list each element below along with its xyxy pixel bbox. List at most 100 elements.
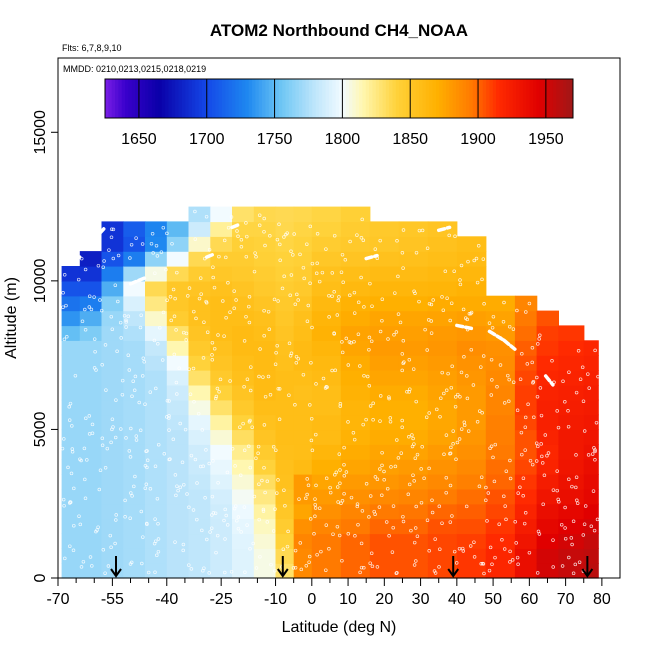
sample-point <box>207 247 212 252</box>
heatmap-cell <box>253 414 277 431</box>
sample-point <box>262 229 266 234</box>
heatmap-cell <box>427 340 458 356</box>
heatmap-cell <box>79 548 103 564</box>
sample-point <box>67 405 71 409</box>
sample-point <box>335 313 340 317</box>
heatmap-cell <box>210 355 233 371</box>
sample-point <box>275 237 280 242</box>
heatmap-cell <box>456 444 487 460</box>
sample-point <box>328 485 332 490</box>
sample-point <box>109 227 114 231</box>
sample-point <box>401 228 406 232</box>
sample-point <box>527 301 532 306</box>
sample-point <box>242 384 246 389</box>
sample-point <box>567 555 571 560</box>
sample-point <box>439 396 443 401</box>
colorbar-swatch <box>385 79 390 118</box>
sample-point <box>458 282 463 287</box>
heatmap-cell <box>188 295 211 312</box>
sample-point <box>250 425 254 429</box>
sample-point <box>530 360 534 365</box>
sample-point <box>462 355 466 359</box>
heatmap-cell <box>232 355 255 371</box>
sample-point <box>344 470 349 474</box>
heatmap-cell <box>188 325 211 341</box>
heatmap-cell <box>398 459 429 475</box>
sample-point <box>508 549 512 554</box>
sample-point <box>314 483 318 488</box>
sample-point <box>550 359 554 363</box>
sample-point <box>204 300 209 305</box>
heatmap-cell <box>61 503 81 520</box>
sample-point <box>567 370 571 374</box>
sample-point <box>134 236 138 240</box>
heatmap-cell <box>558 370 585 386</box>
sample-point <box>306 303 311 308</box>
sample-point <box>563 400 567 404</box>
sample-point <box>223 507 227 512</box>
sample-point <box>336 298 340 303</box>
heatmap-cell <box>210 548 233 564</box>
heatmap-cell <box>61 280 81 297</box>
colorbar-swatch <box>138 79 143 118</box>
heatmap <box>61 206 599 579</box>
arrow-head <box>447 568 460 578</box>
heatmap-cell <box>583 370 599 386</box>
sample-point <box>523 448 527 452</box>
heatmap-cell <box>485 563 516 579</box>
heatmap-cell <box>583 384 599 401</box>
sample-point <box>586 453 591 457</box>
sample-point <box>247 295 252 299</box>
sample-point <box>89 307 94 312</box>
x-axis: -70 -55 -40 -25 -10 0 10 20 30 40 50 60 70 80 <box>46 577 620 608</box>
sample-point <box>582 522 587 526</box>
sample-point <box>352 311 357 315</box>
heatmap-cell <box>293 444 313 460</box>
sample-point <box>408 387 412 391</box>
sample-point <box>156 521 160 526</box>
sample-point <box>69 471 74 476</box>
sample-point <box>417 228 422 233</box>
heatmap-cell <box>232 488 255 505</box>
heatmap-cell <box>61 563 81 579</box>
sample-point <box>557 499 561 504</box>
sample-point <box>487 321 492 325</box>
sample-point <box>149 241 154 246</box>
sample-point <box>563 526 567 530</box>
sample-point <box>317 279 322 284</box>
x-tick-label: 50 <box>484 591 502 608</box>
heatmap-cell <box>123 533 146 549</box>
heatmap-cell <box>514 340 538 356</box>
heatmap-cell <box>145 221 168 237</box>
sample-point <box>294 354 299 359</box>
sample-point <box>185 492 189 496</box>
heatmap-cell <box>485 355 516 371</box>
sample-point <box>411 436 415 441</box>
sample-point <box>526 402 530 407</box>
heatmap-cell <box>79 340 103 356</box>
sample-point <box>187 505 191 510</box>
sample-point <box>371 418 375 422</box>
heatmap-cell <box>340 280 371 297</box>
heatmap-cell <box>145 310 168 327</box>
sample-point <box>301 372 306 377</box>
sample-point <box>184 338 188 342</box>
sample-point <box>81 559 86 564</box>
colorbar-swatch <box>322 79 327 118</box>
sample-point <box>308 403 312 407</box>
sample-point <box>245 523 249 527</box>
sample-point <box>346 532 351 536</box>
heatmap-cell <box>123 236 146 252</box>
heatmap-cell <box>427 548 458 564</box>
sample-point <box>175 484 179 488</box>
colorbar-swatch <box>392 79 397 118</box>
sample-point <box>108 533 113 538</box>
heatmap-cell <box>340 429 371 445</box>
heatmap-cell <box>61 414 81 431</box>
heatmap-cell <box>166 518 190 535</box>
heatmap-cell <box>123 355 146 371</box>
heatmap-cell <box>253 221 277 237</box>
sample-point <box>486 491 491 495</box>
heatmap-cell <box>61 325 81 341</box>
